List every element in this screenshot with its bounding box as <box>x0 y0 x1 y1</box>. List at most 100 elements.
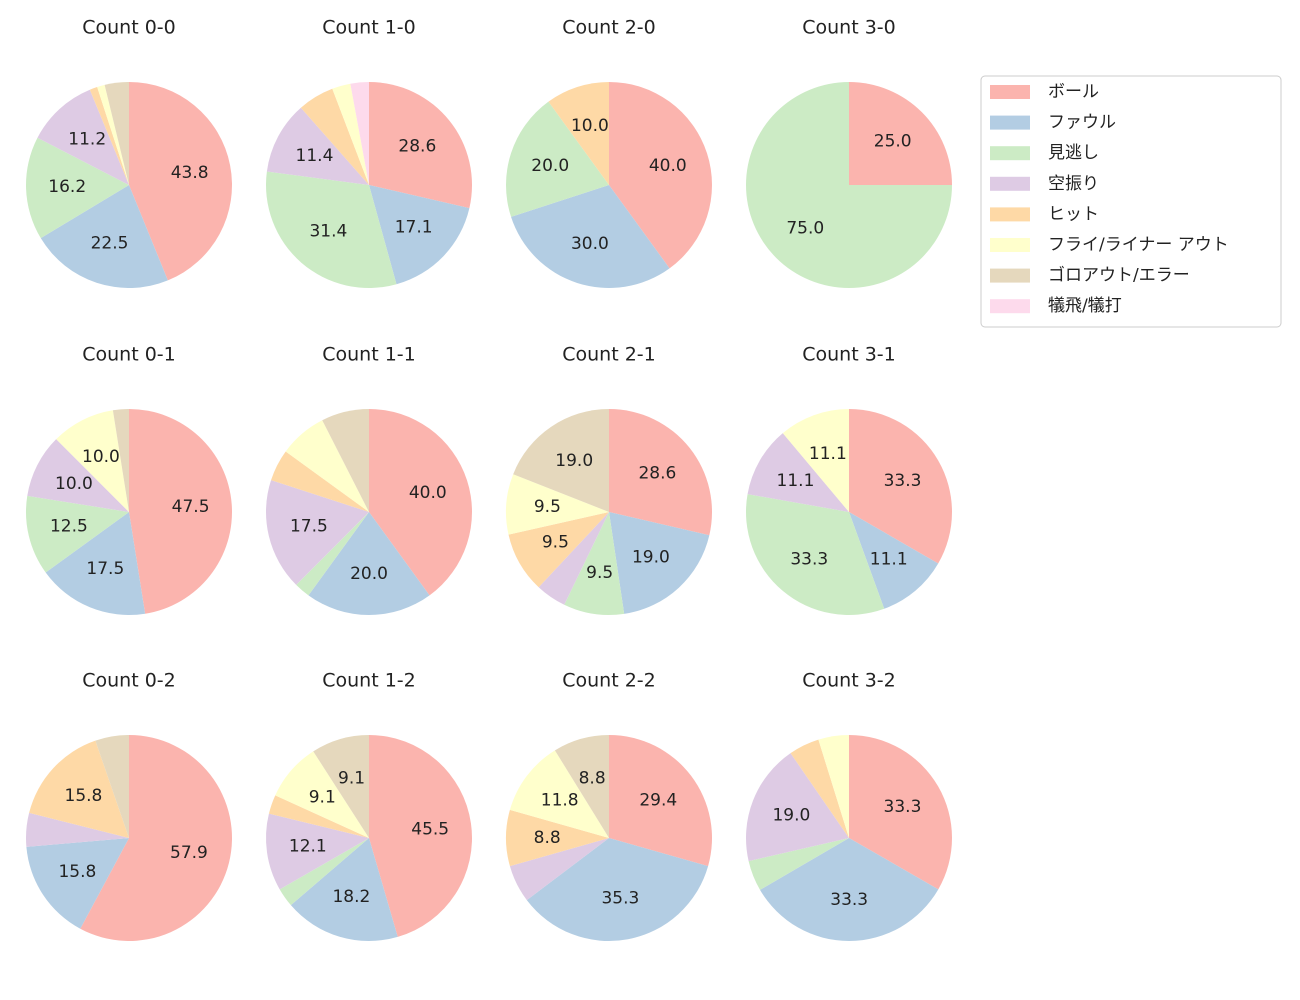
legend-label: 犠飛/犠打 <box>1048 296 1122 316</box>
pie-slice <box>268 795 369 838</box>
pie-slice <box>538 512 609 605</box>
pie-slice <box>849 512 939 609</box>
pie-slice <box>25 137 129 239</box>
slice-label: 43.8 <box>171 163 209 183</box>
pie-slice <box>25 812 129 847</box>
legend-swatch <box>990 115 1030 130</box>
pie-slice <box>27 439 130 512</box>
slice-label: 22.5 <box>91 234 129 254</box>
pie-slice <box>511 185 670 288</box>
pie-slice <box>29 740 130 838</box>
slice-label: 25.0 <box>874 131 912 151</box>
pie-slice <box>369 185 470 285</box>
legend-label: ボール <box>1048 82 1099 102</box>
pie-slice <box>369 82 472 209</box>
pie-slice <box>609 82 713 269</box>
slice-label: 40.0 <box>649 156 687 176</box>
pie-slice <box>818 735 849 838</box>
pie-slice <box>129 409 232 614</box>
pie-slice <box>609 735 713 867</box>
pie-slice <box>56 410 130 512</box>
pie-slice <box>745 753 849 862</box>
chart-title: Count 3-1 <box>802 344 896 366</box>
slice-label: 17.1 <box>395 218 433 238</box>
pie-slice <box>508 512 609 588</box>
slice-label: 33.3 <box>790 549 828 569</box>
pie-slice <box>554 735 609 838</box>
pie-slice <box>509 750 609 838</box>
pie-slice <box>26 838 129 929</box>
pie-slice <box>849 409 952 564</box>
chart-title: Count 3-2 <box>802 670 896 692</box>
pie-slice <box>322 409 369 512</box>
legend-label: ファウル <box>1048 113 1116 133</box>
slice-label: 33.3 <box>884 797 922 817</box>
legend-swatch <box>990 207 1030 222</box>
slice-label: 19.0 <box>632 547 670 567</box>
pie-slice <box>300 88 369 185</box>
slice-label: 17.5 <box>86 559 124 579</box>
legend-swatch <box>990 85 1030 99</box>
legend-box <box>980 75 1282 328</box>
slice-label: 10.0 <box>82 447 120 467</box>
pie-slice <box>609 409 713 536</box>
pie-slice <box>266 480 369 585</box>
pie-slice <box>296 512 369 596</box>
chart-title: Count 1-1 <box>322 344 416 366</box>
slice-label: 19.0 <box>772 806 810 826</box>
pie-slice <box>526 838 709 941</box>
slice-label: 35.3 <box>601 889 639 909</box>
pie-slice <box>548 82 609 185</box>
slice-label: 9.1 <box>338 769 365 789</box>
slice-label: 19.0 <box>555 451 593 471</box>
legend-label: 見逃し <box>1048 143 1099 163</box>
slice-label: 15.8 <box>65 786 103 806</box>
pie-slice <box>279 838 369 906</box>
slice-label: 11.1 <box>809 444 847 464</box>
chart-title: Count 1-2 <box>322 670 416 692</box>
slice-label: 33.3 <box>884 471 922 491</box>
chart-title: Count 1-0 <box>322 17 416 39</box>
pie-slice <box>266 107 369 185</box>
pie-slice <box>350 82 369 185</box>
slice-label: 75.0 <box>786 219 824 239</box>
slice-label: 11.4 <box>296 146 334 166</box>
legend-swatch <box>990 268 1030 283</box>
slice-label: 9.5 <box>542 533 569 553</box>
pie-slice <box>290 838 398 941</box>
chart-title: Count 2-0 <box>562 17 656 39</box>
slice-label: 11.1 <box>777 471 815 491</box>
pie-slice <box>112 409 129 512</box>
pie-slice <box>285 420 369 512</box>
legend-label: ヒット <box>1048 204 1099 224</box>
slice-label: 16.2 <box>48 177 86 197</box>
chart-title: Count 2-2 <box>562 670 656 692</box>
slice-label: 17.5 <box>290 516 328 536</box>
slice-label: 11.2 <box>68 129 106 149</box>
chart-title: Count 3-0 <box>802 17 896 39</box>
slice-label: 30.0 <box>571 234 609 254</box>
pie-slice <box>332 83 369 185</box>
pie-slice <box>271 451 369 512</box>
slice-label: 18.2 <box>332 887 370 907</box>
pie-slice <box>89 87 129 185</box>
legend-swatch <box>990 146 1030 161</box>
slice-label: 45.5 <box>411 819 449 839</box>
slice-label: 20.0 <box>531 156 569 176</box>
pie-slice <box>746 494 885 615</box>
slice-label: 9.5 <box>534 497 561 517</box>
slice-label: 12.5 <box>50 516 88 536</box>
slice-label: 9.1 <box>309 788 336 808</box>
pie-slice <box>313 735 369 838</box>
legend-swatch <box>990 238 1030 252</box>
pie-slice <box>129 82 232 281</box>
pie-slice <box>37 89 129 185</box>
slice-label: 33.3 <box>830 890 868 910</box>
pie-slice <box>266 813 369 890</box>
legend-label: ゴロアウト/エラー <box>1048 265 1190 286</box>
slice-label: 28.6 <box>638 464 676 484</box>
pie-slice <box>80 735 232 941</box>
pie-slice <box>97 84 129 185</box>
slice-label: 9.5 <box>586 563 613 583</box>
slice-label: 15.8 <box>58 862 96 882</box>
